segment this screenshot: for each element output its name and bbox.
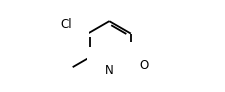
Text: Cl: Cl [60, 18, 71, 31]
Text: O: O [138, 59, 148, 72]
Text: N: N [104, 64, 113, 77]
